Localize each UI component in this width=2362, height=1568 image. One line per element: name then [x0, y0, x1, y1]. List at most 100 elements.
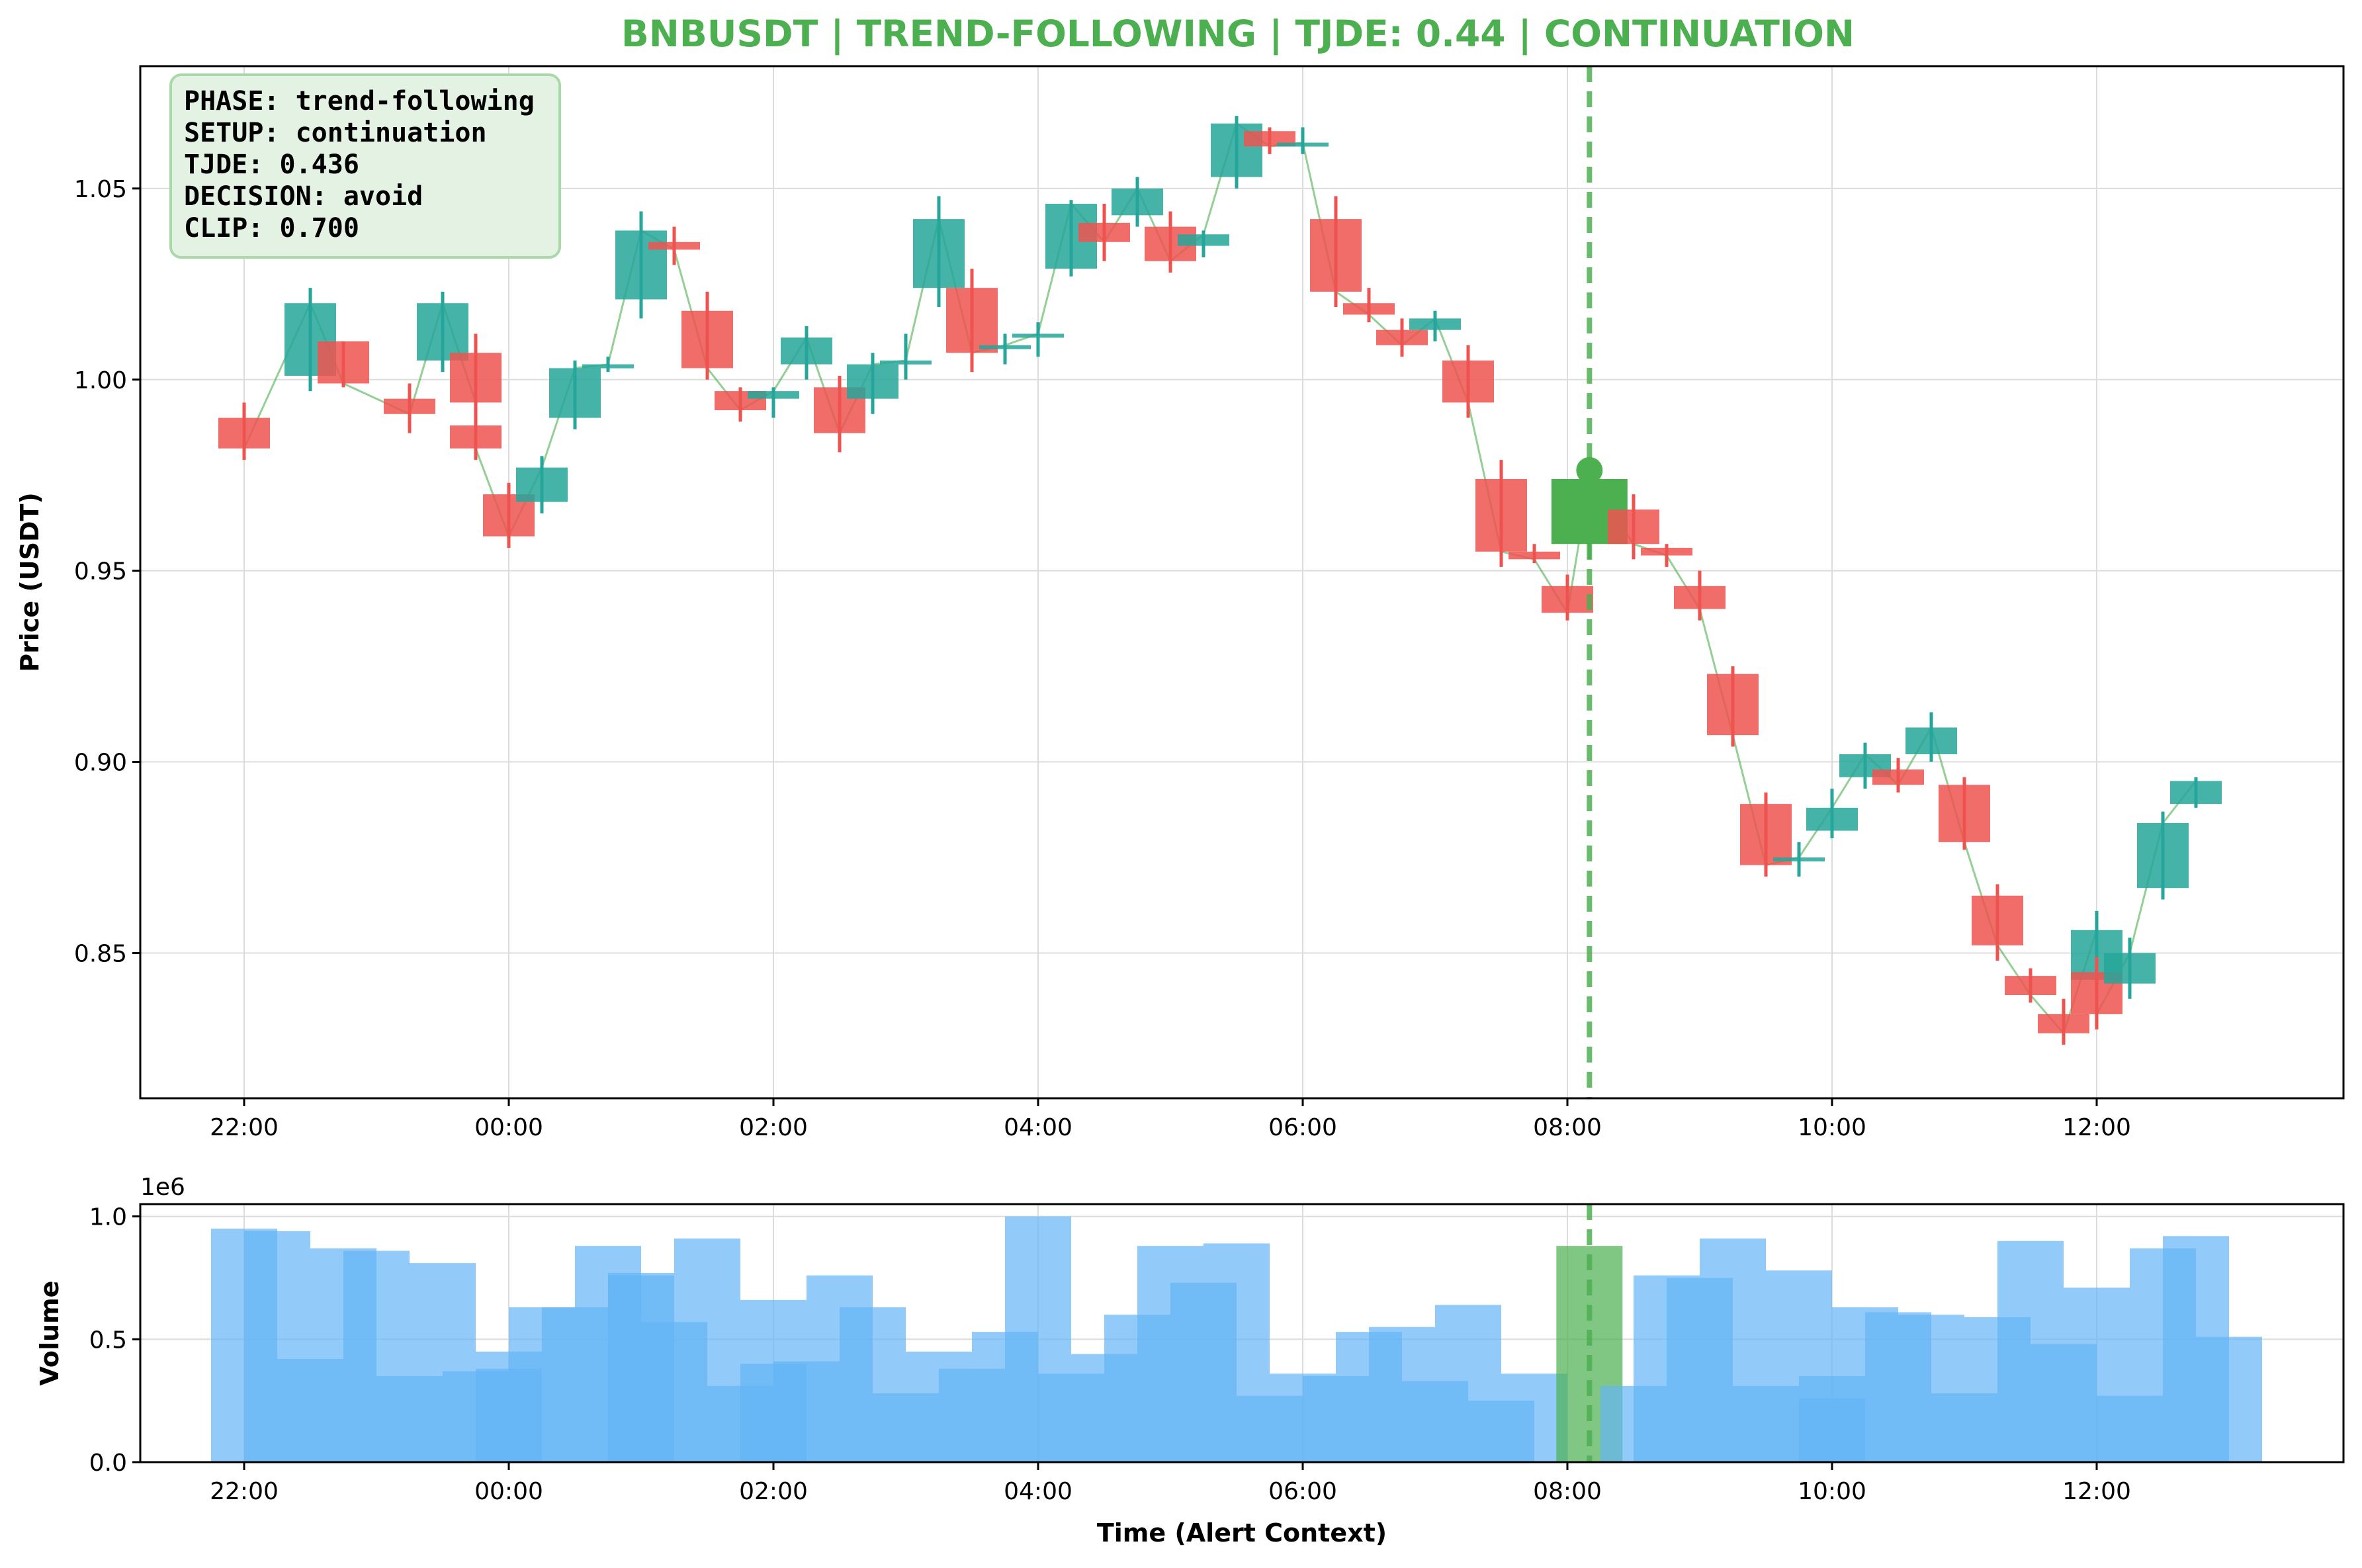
- candle: [847, 353, 898, 414]
- candle: [1773, 842, 1825, 877]
- volume-plot-frame: [139, 1203, 2345, 1463]
- volume-x-ticks: 22:00 00:00 02:00 04:00 06:00 08:00 10:00 12:00: [210, 1462, 2131, 1505]
- candle-body: [2104, 953, 2156, 984]
- candle-body: [1442, 360, 1494, 403]
- price-x-tick-label: 22:00: [210, 1114, 279, 1141]
- candle: [1112, 177, 1163, 227]
- price-x-tick-label: 08:00: [1533, 1114, 1602, 1141]
- volume-x-axis-label: Time (Alert Context): [1097, 1518, 1387, 1547]
- candle: [1872, 758, 1924, 793]
- candle-body: [1641, 548, 1692, 556]
- candle-body: [847, 364, 898, 399]
- candle-body: [1409, 318, 1461, 330]
- candle: [1178, 230, 1229, 257]
- candle: [2137, 811, 2189, 900]
- candle: [1475, 460, 1527, 567]
- price-y-tick-label: 0.95: [74, 558, 127, 586]
- candle: [2170, 777, 2222, 808]
- candle-body: [1112, 188, 1163, 216]
- candle-body: [748, 391, 799, 399]
- candle-body: [615, 230, 667, 300]
- candle: [318, 341, 369, 388]
- candle: [1542, 574, 1593, 621]
- info-box-decision: DECISION: avoid: [184, 181, 423, 212]
- candle: [913, 196, 965, 307]
- volume-x-tick-label: 02:00: [739, 1478, 808, 1505]
- volume-x-tick-label: 08:00: [1533, 1478, 1602, 1505]
- candle: [681, 291, 733, 380]
- volume-x-tick-label: 06:00: [1268, 1478, 1337, 1505]
- price-y-tick-label: 1.00: [74, 367, 127, 394]
- volume-y-ticks: 0.0 0.5 1.0: [89, 1204, 140, 1477]
- info-box-tjde: TJDE: 0.436: [184, 150, 359, 180]
- volume-scale-label: 1e6: [140, 1174, 185, 1201]
- candle: [450, 410, 502, 460]
- price-x-tick-label: 06:00: [1268, 1114, 1337, 1141]
- candle: [1409, 310, 1461, 341]
- candle: [1905, 712, 1957, 762]
- info-box: PHASE: trend-following SETUP: continuati…: [169, 73, 561, 259]
- candle: [218, 402, 270, 460]
- candle: [549, 360, 601, 429]
- price-y-tick-label: 0.90: [74, 750, 127, 777]
- candle: [979, 333, 1031, 365]
- price-x-ticks: 22:00 00:00 02:00 04:00 06:00 08:00 10:00 12:00: [210, 1098, 2131, 1141]
- candle-body: [417, 303, 468, 361]
- candle: [582, 357, 634, 372]
- candle-body: [1542, 586, 1593, 613]
- candle-body: [2005, 976, 2056, 995]
- price-x-tick-label: 12:00: [2062, 1114, 2131, 1141]
- candle-body: [318, 341, 369, 384]
- price-x-tick-label: 00:00: [474, 1114, 543, 1141]
- info-box-phase: PHASE: trend-following: [184, 86, 535, 116]
- candle-body: [1509, 551, 1560, 560]
- price-panel: 0.85 0.90 0.95 1.00 1.05 22:00 00:00 02:00 04:0…: [15, 65, 2345, 1141]
- candle: [748, 387, 799, 418]
- candle-body: [1740, 804, 1792, 865]
- candle-body: [880, 360, 932, 365]
- candle: [1806, 789, 1858, 839]
- volume-panel: 0.0 0.5 1.0 22:00 00:00 02:00 04:00 06:00 08:00…: [35, 1174, 2345, 1547]
- candle: [880, 333, 932, 380]
- candle: [1707, 666, 1759, 747]
- price-y-ticks: 0.85 0.90 0.95 1.00 1.05: [74, 176, 140, 967]
- candle-body: [979, 345, 1031, 349]
- candle-body: [384, 398, 435, 414]
- candle-body: [1905, 727, 1957, 754]
- candle-body: [1872, 769, 1924, 785]
- price-y-axis-label: Price (USDT): [15, 492, 44, 672]
- price-y-tick-label: 0.85: [74, 940, 127, 967]
- candle: [1012, 322, 1064, 357]
- candle: [1641, 544, 1692, 567]
- volume-y-tick-label: 1.0: [89, 1204, 127, 1231]
- candle-body: [1939, 785, 1990, 842]
- volume-x-tick-label: 12:00: [2062, 1478, 2131, 1505]
- candle-body: [1674, 586, 1726, 609]
- info-box-setup: SETUP: continuation: [184, 118, 487, 148]
- candle-body: [2038, 1014, 2089, 1033]
- candle-body: [1277, 142, 1329, 147]
- volume-x-tick-label: 00:00: [474, 1478, 543, 1505]
- candle-body: [218, 417, 270, 449]
- candle: [417, 291, 468, 372]
- candle: [2005, 968, 2056, 1003]
- candle: [946, 269, 998, 372]
- candle: [1939, 777, 1990, 850]
- volume-x-tick-label: 10:00: [1798, 1478, 1866, 1505]
- price-candles: [218, 116, 2222, 1045]
- candle: [384, 383, 435, 433]
- candle: [1509, 544, 1560, 564]
- candle-body: [1773, 857, 1825, 861]
- volume-bar: [2196, 1336, 2262, 1462]
- candle: [1972, 884, 2023, 961]
- candle-body: [2170, 781, 2222, 805]
- volume-x-tick-label: 22:00: [210, 1478, 279, 1505]
- candle-body: [1310, 219, 1362, 292]
- price-plot-frame: [139, 65, 2345, 1100]
- candle-body: [1012, 333, 1064, 338]
- candle: [516, 456, 568, 513]
- candle: [1310, 196, 1362, 307]
- candle-body: [1608, 509, 1659, 544]
- volume-y-tick-label: 0.0: [89, 1450, 127, 1477]
- candle-body: [1376, 329, 1428, 345]
